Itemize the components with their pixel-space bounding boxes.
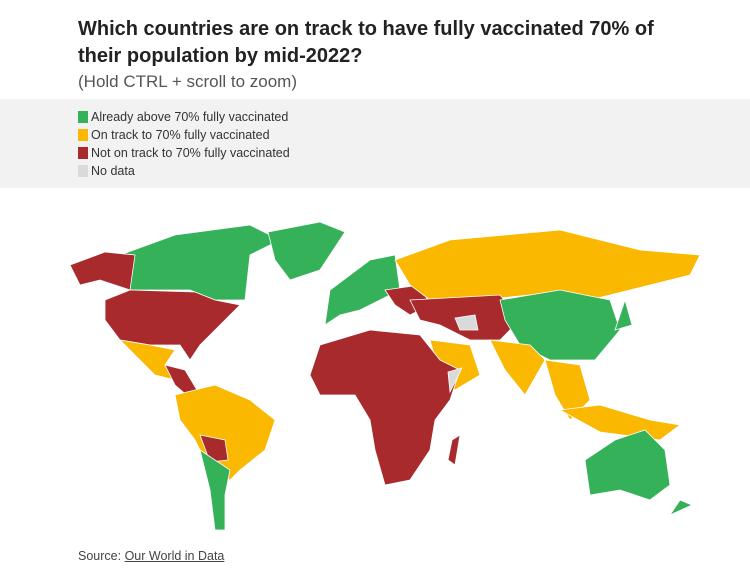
legend-item: No data [78,164,135,178]
legend-label: No data [91,164,135,178]
source-prefix: Source: [78,549,122,563]
legend-label: Already above 70% fully vaccinated [91,110,289,124]
canada[interactable] [119,224,281,301]
indonesia[interactable] [558,404,681,441]
source-link[interactable]: Our World in Data [124,549,225,563]
australia[interactable] [584,429,671,501]
new-zealand[interactable] [668,499,694,516]
source: Source: Our World in Data [78,549,224,563]
turkmenistan[interactable] [454,314,479,331]
legend-swatch [78,165,88,177]
russia[interactable] [394,229,701,301]
legend-swatch [78,129,88,141]
chile-argentina[interactable] [199,449,231,531]
india[interactable] [489,339,546,396]
somalia[interactable] [447,367,463,394]
legend-label: On track to 70% fully vaccinated [91,128,270,142]
title: Which countries are on track to have ful… [78,18,654,67]
south-america[interactable] [174,384,276,481]
legend-item: Already above 70% fully vaccinated [78,110,288,124]
subtitle: (Hold CTRL + scroll to zoom) [78,72,298,91]
legend: Already above 70% fully vaccinated On tra… [0,99,750,188]
greenland[interactable] [267,221,346,281]
world-map[interactable] [0,200,750,535]
bolivia[interactable] [199,434,229,463]
madagascar[interactable] [447,434,461,466]
mexico[interactable] [118,339,176,381]
africa[interactable] [309,329,461,486]
japan[interactable] [614,298,633,331]
legend-swatch [78,111,88,123]
legend-label: Not on track to 70% fully vaccinated [91,146,290,160]
china[interactable] [499,289,621,361]
legend-swatch [78,147,88,159]
alaska[interactable] [69,251,136,291]
legend-item: On track to 70% fully vaccinated [78,128,270,142]
legend-item: Not on track to 70% fully vaccinated [78,146,290,160]
